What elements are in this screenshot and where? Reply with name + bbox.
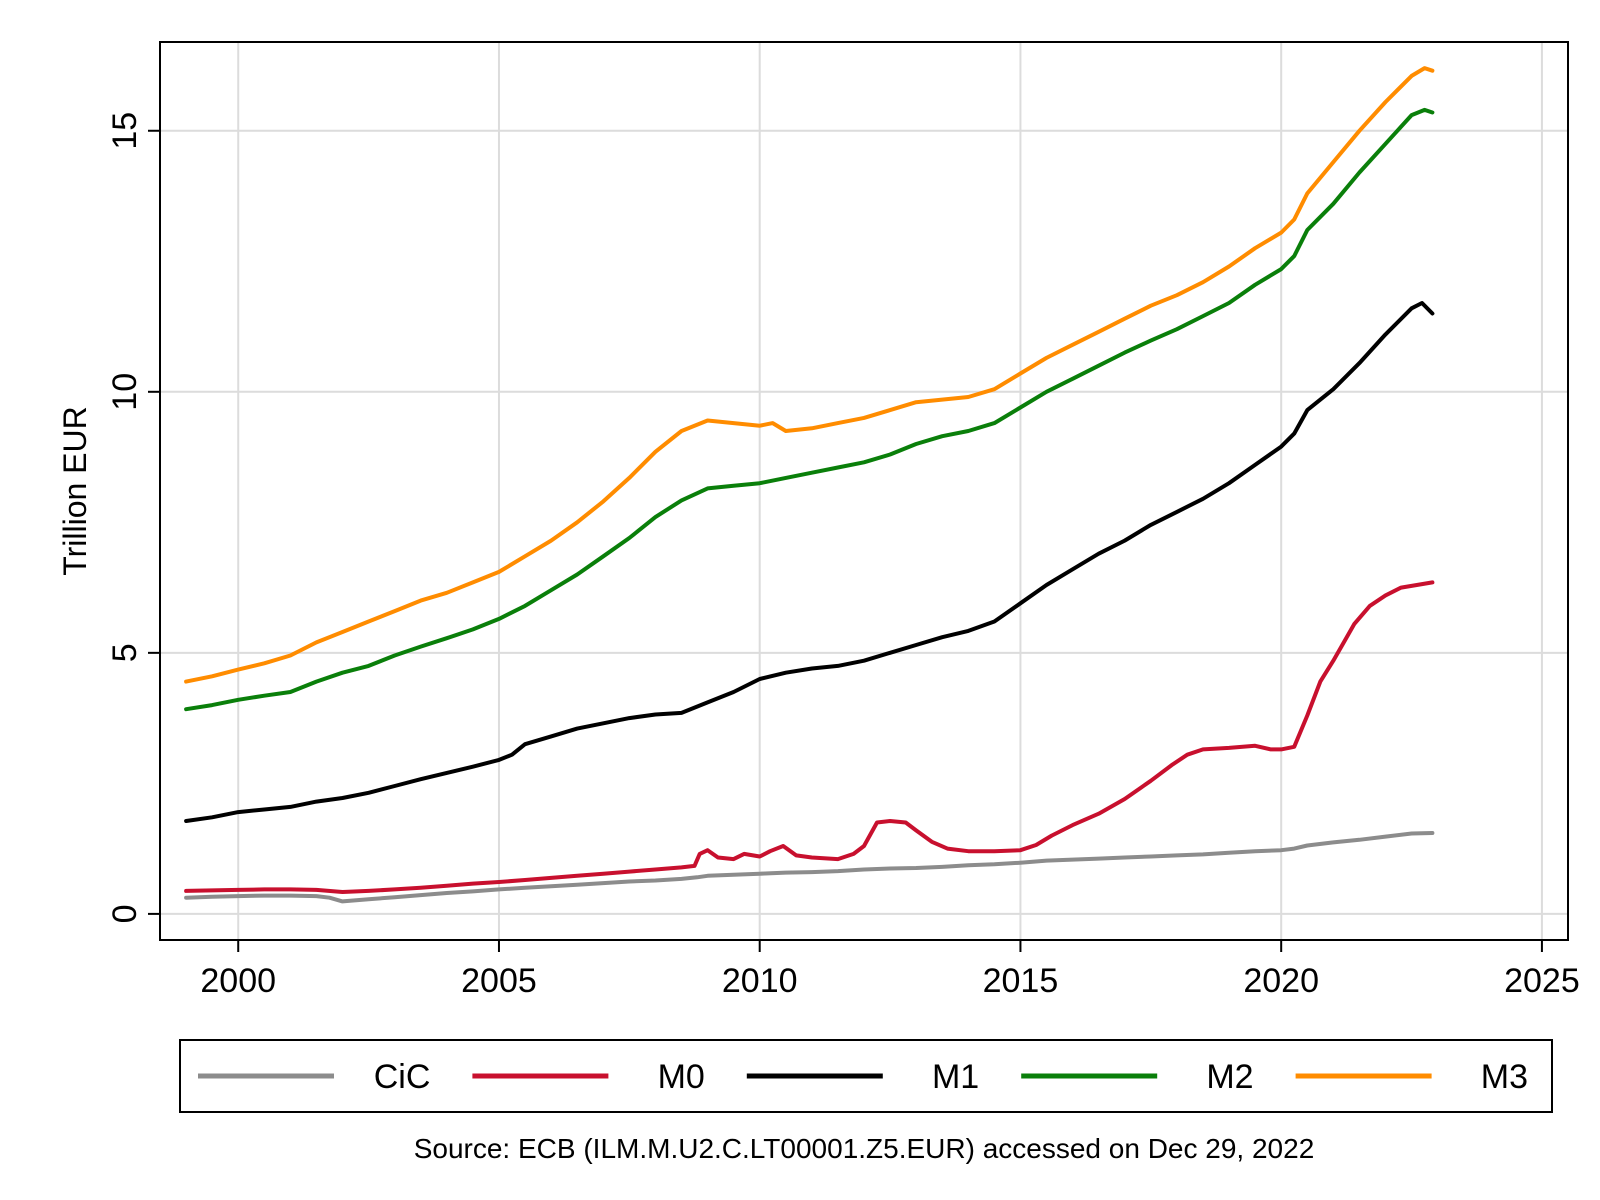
- series-lines: [184, 66, 1435, 904]
- x-tick-label: 2005: [461, 962, 537, 1000]
- legend-label-m3: M3: [1481, 1058, 1528, 1096]
- legend-label-m0: M0: [658, 1058, 705, 1096]
- y-tick-label: 10: [106, 373, 144, 411]
- legend-label-cic: CiC: [374, 1058, 431, 1096]
- x-tick-label: 2000: [200, 962, 276, 1000]
- legend: CiC M0 M1 M2 M3: [198, 1058, 1528, 1096]
- series-line-m3: [184, 66, 1435, 684]
- series-line-cic: [184, 831, 1435, 904]
- series-line-m2: [184, 107, 1435, 712]
- y-tick-label: 15: [106, 112, 144, 150]
- plot-frame: [159, 41, 1569, 941]
- series-line-m0: [184, 580, 1435, 894]
- source-note: Source: ECB (ILM.M.U2.C.LT00001.Z5.EUR) …: [414, 1133, 1315, 1164]
- x-tick-label: 2010: [722, 962, 798, 1000]
- series-line-m1: [184, 301, 1435, 823]
- y-tick-label: 5: [106, 643, 144, 662]
- axis-ticks: 2000 2005 2010 2015 2020 2025 0 5 10 15: [106, 112, 1580, 1000]
- y-tick-label: 0: [106, 904, 144, 923]
- legend-label-m2: M2: [1206, 1058, 1253, 1096]
- legend-label-m1: M1: [932, 1058, 979, 1096]
- grid-lines: [160, 42, 1568, 940]
- x-tick-label: 2015: [983, 962, 1059, 1000]
- y-axis-title: Trillion EUR: [57, 406, 93, 576]
- x-tick-label: 2020: [1243, 962, 1319, 1000]
- x-tick-label: 2025: [1504, 962, 1580, 1000]
